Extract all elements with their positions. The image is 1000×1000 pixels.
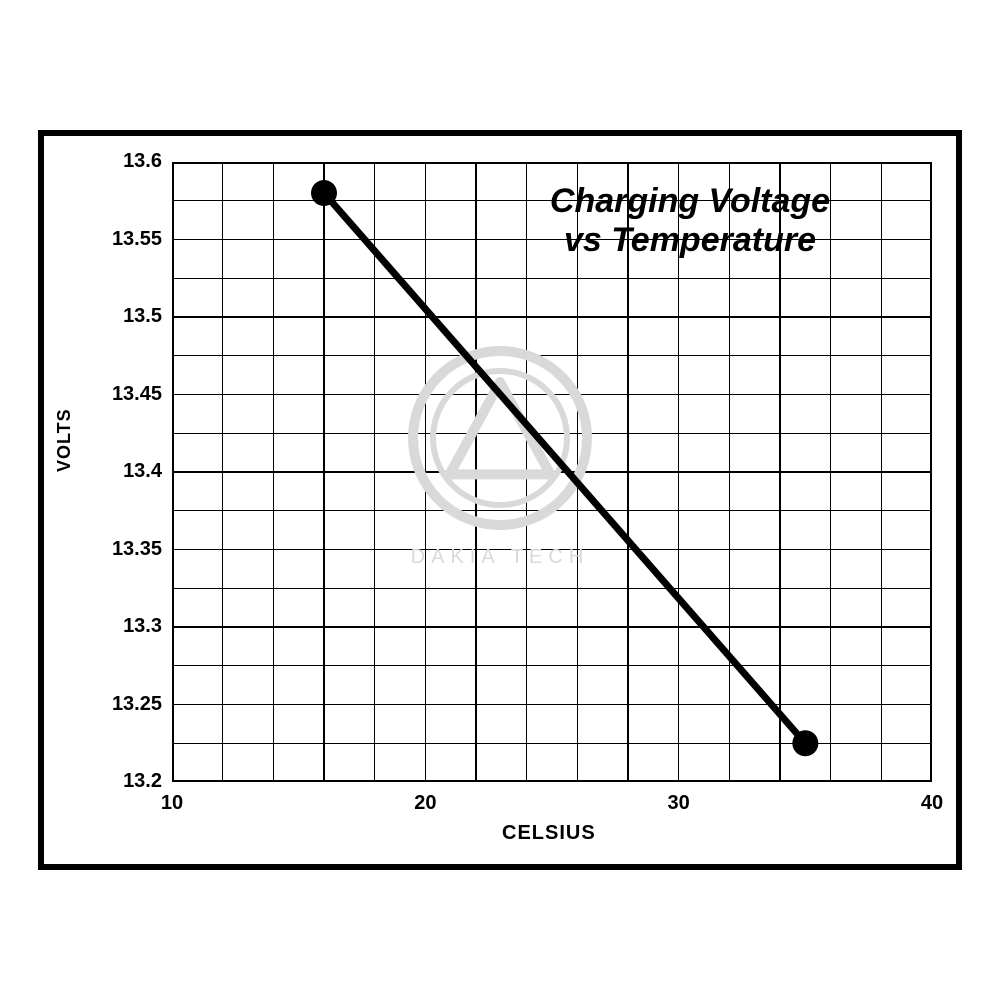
data-marker bbox=[311, 180, 337, 206]
chart-title: Charging Voltagevs Temperature bbox=[490, 182, 890, 260]
data-line bbox=[324, 193, 805, 743]
data-marker bbox=[792, 730, 818, 756]
chart-title-line1: Charging Voltage bbox=[490, 182, 890, 221]
chart-title-line2: vs Temperature bbox=[490, 221, 890, 260]
data-overlay bbox=[0, 0, 1000, 1000]
